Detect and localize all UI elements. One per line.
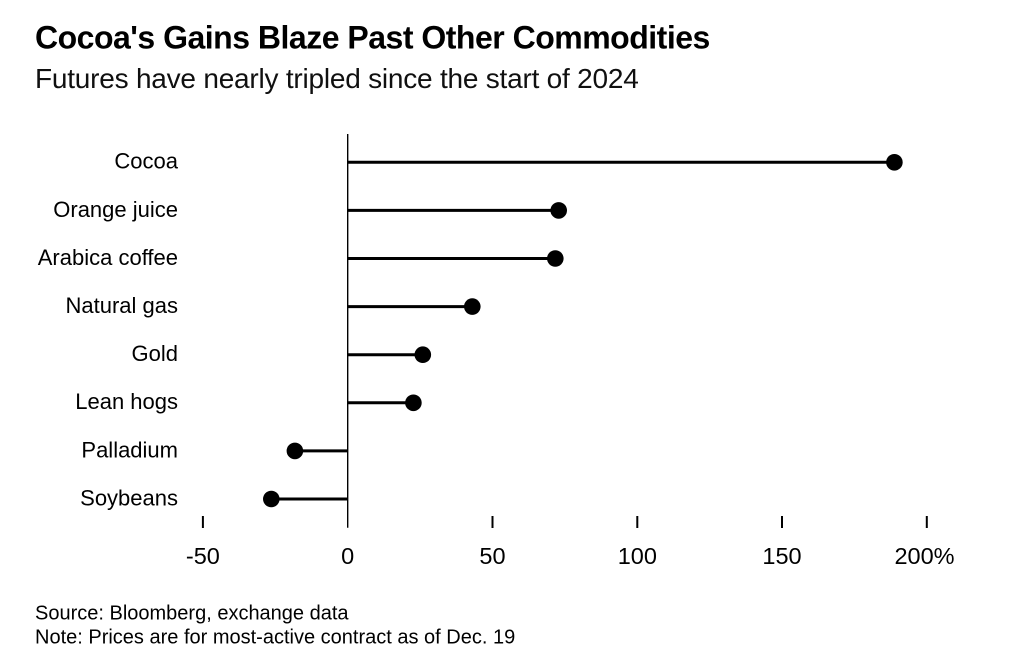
svg-text:Cocoa: Cocoa <box>114 149 178 174</box>
svg-text:Futures have nearly tripled si: Futures have nearly tripled since the st… <box>35 63 639 94</box>
svg-text:-50: -50 <box>186 543 220 569</box>
svg-text:0: 0 <box>341 543 354 569</box>
svg-text:Gold: Gold <box>132 341 178 366</box>
svg-text:100: 100 <box>618 543 657 569</box>
svg-text:Soybeans: Soybeans <box>80 485 178 510</box>
svg-text:50: 50 <box>479 543 505 569</box>
svg-text:Cocoa's Gains Blaze Past Other: Cocoa's Gains Blaze Past Other Commoditi… <box>35 20 710 56</box>
svg-text:200%: 200% <box>894 543 954 569</box>
svg-text:150: 150 <box>762 543 801 569</box>
svg-text:Arabica coffee: Arabica coffee <box>38 245 178 270</box>
svg-text:Lean hogs: Lean hogs <box>75 389 178 414</box>
svg-text:Palladium: Palladium <box>81 437 178 462</box>
svg-text:Natural gas: Natural gas <box>65 293 178 318</box>
svg-text:Orange juice: Orange juice <box>53 197 178 222</box>
svg-text:Note: Prices are for most-acti: Note: Prices are for most-active contrac… <box>35 627 515 649</box>
svg-text:Source: Bloomberg, exchange da: Source: Bloomberg, exchange data <box>35 603 349 625</box>
